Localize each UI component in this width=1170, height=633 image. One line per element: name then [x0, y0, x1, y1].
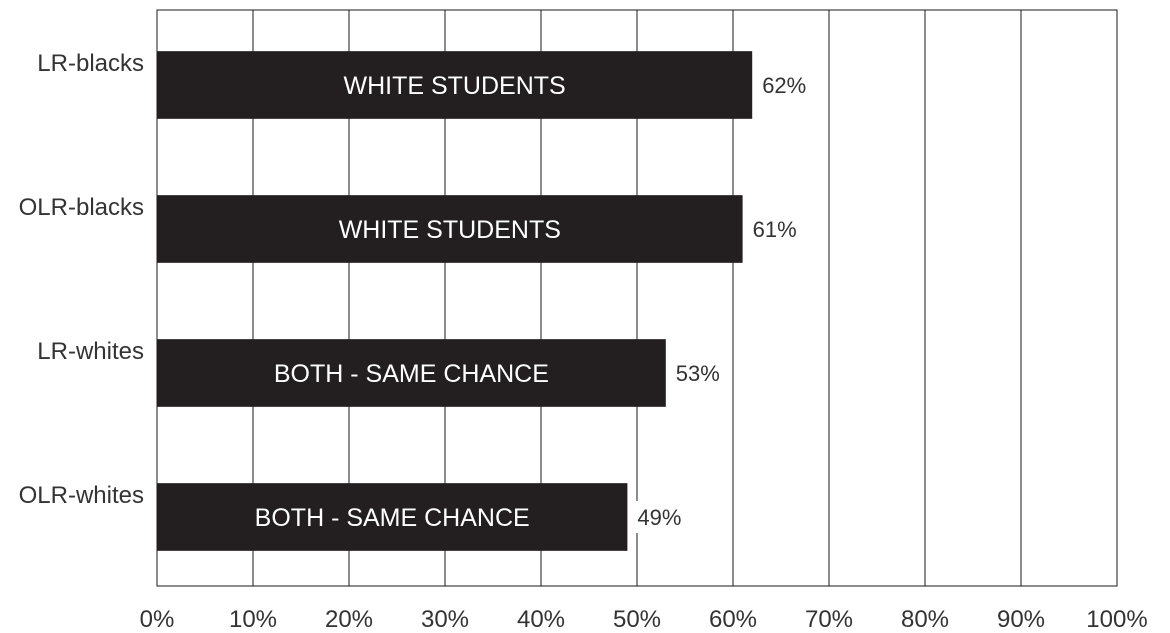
x-axis-ticks: 0% 10% 20% 30% 40% 50% 60% 70% 80% 90% 100%: [140, 606, 1148, 633]
x-tick-label: 80%: [901, 606, 949, 633]
value-label: 62%: [762, 73, 806, 98]
value-label: 53%: [676, 361, 720, 386]
bar-inner-label: WHITE STUDENTS: [343, 72, 565, 100]
bar-inner-label: BOTH - SAME CHANCE: [274, 360, 549, 388]
value-label-background: [631, 501, 692, 533]
bar: [157, 51, 753, 119]
category-label: LR-whites: [37, 338, 144, 365]
bar-inner-label: BOTH - SAME CHANCE: [255, 504, 530, 532]
category-label: OLR-blacks: [19, 194, 144, 221]
bar: [157, 483, 628, 551]
bar-inner-label: WHITE STUDENTS: [339, 216, 561, 244]
x-tick-label: 40%: [517, 606, 565, 633]
x-tick-label: 0%: [140, 606, 175, 633]
value-label: 61%: [753, 217, 797, 242]
bar: [157, 195, 743, 263]
category-label: LR-blacks: [37, 50, 144, 77]
x-tick-label: 20%: [325, 606, 373, 633]
value-label-background: [669, 357, 730, 389]
bars: WHITE STUDENTS 62% WHITE STUDENTS 61% BOTH -…: [157, 51, 817, 551]
category-labels: LR-blacks OLR-blacks LR-whites OLR-whites: [19, 50, 144, 509]
value-label: 49%: [637, 505, 681, 530]
x-tick-label: 10%: [229, 606, 277, 633]
x-tick-label: 50%: [613, 606, 661, 633]
value-label-background: [746, 213, 807, 245]
category-label: OLR-whites: [19, 482, 144, 509]
value-label-background: [756, 69, 817, 101]
x-tick-label: 90%: [997, 606, 1045, 633]
x-tick-label: 30%: [421, 606, 469, 633]
x-tick-label: 100%: [1086, 606, 1147, 633]
x-tick-label: 70%: [805, 606, 853, 633]
bar: [157, 339, 666, 407]
x-tick-label: 60%: [709, 606, 757, 633]
